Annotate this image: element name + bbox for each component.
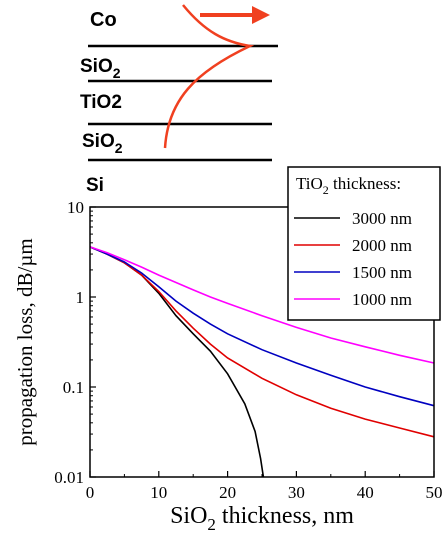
layer-label-si: Si: [86, 175, 104, 196]
x-tick-label: 30: [288, 483, 305, 502]
legend-title: TiO2 thickness:: [296, 174, 401, 197]
ticks-layer: 0 10 20 30 40 50 0.01 0.1 1 10: [54, 198, 442, 502]
legend-box: [287, 166, 441, 321]
y-tick-label: 1: [76, 288, 85, 307]
x-tick-label: 10: [150, 483, 167, 502]
legend-entries: 3000 nm 2000 nm 1500 nm 1000 nm: [294, 209, 412, 309]
y-tick-label: 0.1: [63, 378, 84, 397]
legend-label-2: 1500 nm: [352, 263, 412, 282]
legend-label-3: 1000 nm: [352, 290, 412, 309]
series-line-1: [89, 246, 435, 438]
x-tick-label: 40: [357, 483, 374, 502]
plot-frame: [89, 206, 435, 478]
series-layer: [89, 246, 435, 478]
x-tick-label: 50: [426, 483, 443, 502]
y-axis-label: propagation loss, dB/µm: [13, 238, 37, 446]
layer-label-sio2-bottom: SiO2: [82, 131, 123, 156]
x-tick-label: 20: [219, 483, 236, 502]
legend-label-0: 3000 nm: [352, 209, 412, 228]
y-tick-label: 10: [67, 198, 84, 217]
x-tick-label: 0: [86, 483, 95, 502]
propagation-arrow-icon: [200, 6, 270, 24]
legend-label-1: 2000 nm: [352, 236, 412, 255]
mode-profile-curve: [163, 4, 255, 149]
layer-label-tio2: TiO2: [80, 92, 122, 113]
x-axis-label: SiO2 thickness, nm: [170, 503, 354, 534]
layer-stack-schematic: Co SiO2 TiO2 SiO2 Si: [80, 4, 278, 196]
loss-chart: 0 10 20 30 40 50 0.01 0.1 1 10 TiO2 thickness: 30…: [13, 166, 443, 534]
series-line-3: [89, 246, 435, 364]
series-line-0: [89, 246, 265, 478]
layer-label-sio2-top: SiO2: [80, 56, 121, 81]
layer-label-co: Co: [90, 9, 117, 31]
series-line-2: [89, 246, 435, 407]
y-tick-label: 0.01: [54, 468, 84, 487]
legend: TiO2 thickness: 3000 nm 2000 nm 1500 nm 100…: [287, 166, 441, 321]
